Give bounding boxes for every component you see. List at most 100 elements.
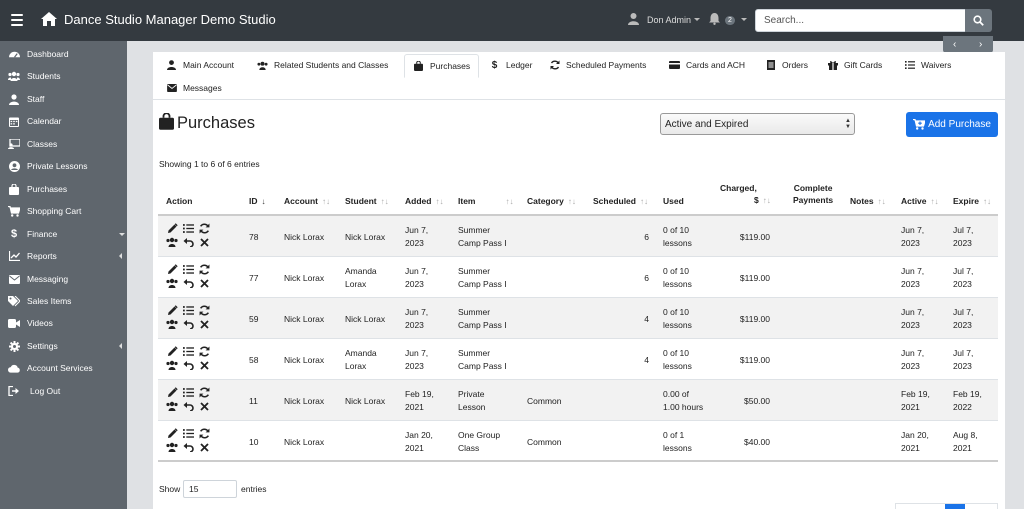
sidebar-item-log-out[interactable]: Log Out <box>0 381 127 401</box>
search-input[interactable] <box>755 9 967 32</box>
list-icon[interactable] <box>182 386 194 398</box>
sidebar-item-purchases[interactable]: Purchases <box>0 179 127 199</box>
pagination[interactable] <box>895 503 998 509</box>
sidebar-item-classes[interactable]: Classes <box>0 134 127 154</box>
users-icon[interactable] <box>166 318 178 330</box>
sidebar-item-students[interactable]: Students <box>0 66 127 86</box>
undo-icon[interactable] <box>182 277 194 289</box>
brand-title[interactable]: Dance Studio Manager Demo Studio <box>64 12 276 27</box>
sidebar-item-staff[interactable]: Staff <box>0 89 127 109</box>
close-icon[interactable] <box>198 318 210 330</box>
sidebar-item-messaging[interactable]: Messaging <box>0 269 127 289</box>
bell-icon[interactable] <box>709 13 720 27</box>
tab-messages[interactable]: Messages <box>166 77 222 99</box>
users-icon <box>8 70 20 82</box>
page-size-select[interactable]: 15 <box>183 480 237 498</box>
close-icon[interactable] <box>198 359 210 371</box>
tab-orders[interactable]: Orders <box>765 54 808 76</box>
sidebar-item-settings[interactable]: Settings <box>0 336 127 356</box>
sidebar-item-account-services[interactable]: Account Services <box>0 358 127 378</box>
list-icon[interactable] <box>182 304 194 316</box>
close-icon[interactable] <box>198 441 210 453</box>
sidebar-item-sales-items[interactable]: Sales Items <box>0 291 127 311</box>
sidebar-item-dashboard[interactable]: Dashboard <box>0 44 127 64</box>
sync-icon[interactable] <box>198 263 210 275</box>
sync-icon[interactable] <box>198 304 210 316</box>
sidebar-item-videos[interactable]: Videos <box>0 313 127 333</box>
row-actions <box>166 222 218 250</box>
col-header-category[interactable]: Category ↑↓ <box>527 196 576 206</box>
row-actions <box>166 386 218 414</box>
list-icon[interactable] <box>182 222 194 234</box>
users-icon[interactable] <box>166 400 178 412</box>
users-icon[interactable] <box>166 277 178 289</box>
users-icon[interactable] <box>166 441 178 453</box>
col-header-account[interactable]: Account ↑↓ <box>284 196 330 206</box>
cell-used: 0 of 10 lessons <box>663 225 692 248</box>
table-row: 11 Nick Lorax Nick Lorax Feb 19, 2021 Pri… <box>158 380 998 421</box>
users-icon[interactable] <box>166 359 178 371</box>
col-header-item[interactable]: Item ↑↓ <box>458 196 514 206</box>
undo-icon[interactable] <box>182 236 194 248</box>
tab-purchases[interactable]: Purchases <box>404 54 480 78</box>
user-icon[interactable] <box>628 13 639 27</box>
close-icon[interactable] <box>198 400 210 412</box>
sidebar-item-shopping-cart[interactable]: Shopping Cart <box>0 201 127 221</box>
current-page[interactable] <box>945 504 965 509</box>
home-icon[interactable] <box>41 12 57 28</box>
col-header-added[interactable]: Added ↑↓ <box>405 196 444 206</box>
tab-cards-and-ach[interactable]: Cards and ACH <box>669 54 745 76</box>
chevron-left-icon[interactable]: ‹ <box>953 39 957 50</box>
add-purchase-button[interactable]: Add Purchase <box>906 112 998 137</box>
table-row: 78 Nick Lorax Nick Lorax Jun 7, 2023 Summ… <box>158 216 998 257</box>
cell-charged: $119.00 <box>739 232 770 242</box>
top-navbar: Dance Studio Manager Demo Studio Don Adm… <box>0 0 1024 41</box>
sidebar-item-reports[interactable]: Reports <box>0 246 127 266</box>
tab-waivers[interactable]: Waivers <box>904 54 951 76</box>
undo-icon[interactable] <box>182 359 194 371</box>
search-button[interactable] <box>965 9 992 32</box>
pencil-icon[interactable] <box>166 427 178 439</box>
col-header-charged[interactable]: Charged, $ ↑↓ <box>720 183 771 205</box>
sync-icon[interactable] <box>198 345 210 357</box>
col-header-notes[interactable]: Notes ↑↓ <box>850 196 886 206</box>
sync-icon[interactable] <box>198 222 210 234</box>
sidebar-item-private-lessons[interactable]: Private Lessons <box>0 156 127 176</box>
cell-used: 0 of 10 lessons <box>663 348 692 371</box>
sync-icon[interactable] <box>198 386 210 398</box>
close-icon[interactable] <box>198 236 210 248</box>
undo-icon[interactable] <box>182 441 194 453</box>
sidebar-item-finance[interactable]: $ Finance <box>0 224 127 244</box>
pencil-icon[interactable] <box>166 386 178 398</box>
sidebar-item-calendar[interactable]: Calendar <box>0 111 127 131</box>
list-icon[interactable] <box>182 427 194 439</box>
tab-scheduled-payments[interactable]: Scheduled Payments <box>549 54 646 76</box>
cell-active: Jan 20, 2021 <box>901 430 929 453</box>
tab-gift-cards[interactable]: Gift Cards <box>827 54 882 76</box>
sync-icon[interactable] <box>198 427 210 439</box>
undo-icon[interactable] <box>182 318 194 330</box>
list-icon[interactable] <box>182 263 194 275</box>
col-header-student[interactable]: Student ↑↓ <box>345 196 389 206</box>
pencil-icon[interactable] <box>166 304 178 316</box>
undo-icon[interactable] <box>182 400 194 412</box>
tab-ledger[interactable]: $ Ledger <box>489 54 533 76</box>
col-header-id[interactable]: ID ↓ <box>249 196 266 206</box>
status-filter-select[interactable]: Active and Expired ▲ ▼ <box>660 113 855 135</box>
pencil-icon[interactable] <box>166 263 178 275</box>
close-icon[interactable] <box>198 277 210 289</box>
col-header-scheduled[interactable]: Scheduled ↑↓ <box>593 196 648 206</box>
list-icon[interactable] <box>182 345 194 357</box>
menu-toggle-icon[interactable] <box>11 14 23 26</box>
col-header-active[interactable]: Active ↑↓ <box>901 196 939 206</box>
pencil-icon[interactable] <box>166 222 178 234</box>
user-menu[interactable]: Don Admin <box>647 15 692 25</box>
chevron-right-icon[interactable]: › <box>979 39 983 50</box>
tab-related-students[interactable]: Related Students and Classes <box>257 54 388 76</box>
pencil-icon[interactable] <box>166 345 178 357</box>
table-row: 77 Nick Lorax Amanda Lorax Jun 7, 2023 Sum… <box>158 257 998 298</box>
tab-main-account[interactable]: Main Account <box>166 54 234 76</box>
classes-icon <box>8 138 20 150</box>
col-header-expire[interactable]: Expire ↑↓ <box>953 196 991 206</box>
users-icon[interactable] <box>166 236 178 248</box>
